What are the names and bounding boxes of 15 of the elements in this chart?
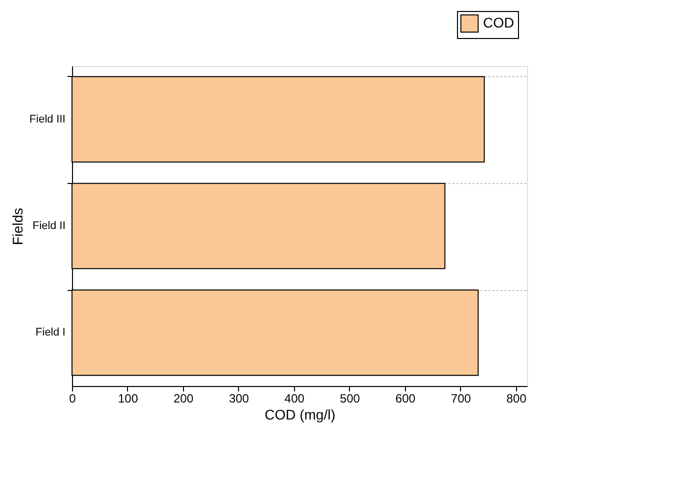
x-tick-label: 0 (69, 392, 76, 406)
x-tick-label: 800 (506, 392, 527, 406)
x-tick-label: 100 (118, 392, 138, 406)
x-tick-label: 500 (340, 392, 360, 406)
x-tick-label: 200 (173, 392, 194, 406)
x-axis-title: COD (mg/l) (264, 406, 336, 422)
x-tick-label: 400 (284, 392, 305, 406)
y-tick-label: Field I (36, 326, 66, 339)
x-tick-label: 300 (228, 392, 250, 406)
x-tick-label: 700 (450, 392, 472, 406)
y-tick-label: Field II (32, 220, 66, 232)
x-tick-label: 600 (395, 392, 416, 406)
y-tick-label: Field III (29, 113, 66, 126)
legend-label: COD (483, 14, 514, 30)
y-axis-title: Fields (9, 208, 26, 246)
